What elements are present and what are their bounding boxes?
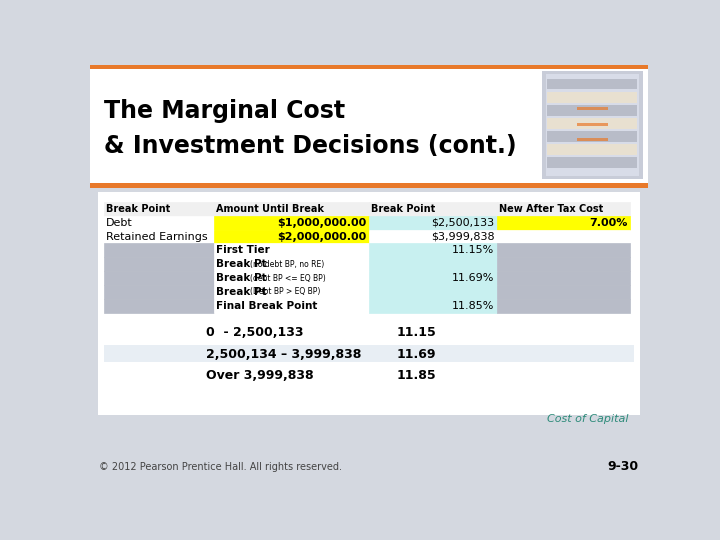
Bar xyxy=(542,71,642,179)
Bar xyxy=(497,285,630,299)
Bar xyxy=(369,230,497,244)
Bar xyxy=(547,92,637,103)
Text: 2,500,134 – 3,999,838: 2,500,134 – 3,999,838 xyxy=(206,348,361,361)
Text: New After Tax Cost: New After Tax Cost xyxy=(499,204,603,214)
Bar xyxy=(547,157,637,168)
Bar xyxy=(497,299,630,313)
Bar xyxy=(577,123,608,126)
Text: Break Point: Break Point xyxy=(372,204,436,214)
Bar xyxy=(214,244,369,257)
Text: Break Pt: Break Pt xyxy=(216,259,267,269)
Bar xyxy=(214,299,369,313)
Bar xyxy=(90,65,648,70)
Text: 7.00%: 7.00% xyxy=(590,218,628,228)
Bar xyxy=(104,285,214,299)
Bar xyxy=(369,244,497,257)
Text: Break Point: Break Point xyxy=(107,204,171,214)
Bar xyxy=(369,257,497,271)
Bar xyxy=(369,285,497,299)
Text: First Tier: First Tier xyxy=(216,245,270,255)
Bar xyxy=(369,202,497,215)
Text: 0  - 2,500,133: 0 - 2,500,133 xyxy=(206,326,304,339)
Text: 11.85%: 11.85% xyxy=(452,301,495,311)
Text: Break Pt: Break Pt xyxy=(216,287,267,297)
Text: (no debt BP, no RE): (no debt BP, no RE) xyxy=(250,260,324,269)
Bar xyxy=(104,257,214,271)
Bar xyxy=(214,271,369,285)
Text: Cost of Capital: Cost of Capital xyxy=(547,414,629,424)
Bar xyxy=(104,299,214,313)
Text: 11.15%: 11.15% xyxy=(452,245,495,255)
Bar xyxy=(104,345,634,362)
Bar xyxy=(214,202,369,215)
Text: 11.15: 11.15 xyxy=(396,326,436,339)
Bar xyxy=(104,215,214,230)
Bar xyxy=(104,271,214,285)
Bar xyxy=(98,192,640,415)
Bar xyxy=(90,450,648,481)
Bar xyxy=(497,215,630,230)
Text: $3,999,838: $3,999,838 xyxy=(431,232,495,241)
Bar xyxy=(497,202,630,215)
Bar xyxy=(547,131,637,142)
Bar xyxy=(547,79,637,90)
Bar xyxy=(104,202,214,215)
Bar xyxy=(214,230,369,244)
Bar xyxy=(90,70,648,184)
Text: & Investment Decisions (cont.): & Investment Decisions (cont.) xyxy=(104,134,516,158)
Bar xyxy=(497,271,630,285)
Text: $2,500,133: $2,500,133 xyxy=(431,218,495,228)
Bar xyxy=(104,230,214,244)
Text: $1,000,000.00: $1,000,000.00 xyxy=(277,218,366,228)
Text: Over 3,999,838: Over 3,999,838 xyxy=(206,369,314,382)
Text: The Marginal Cost: The Marginal Cost xyxy=(104,99,345,123)
Text: (Debt BP > EQ BP): (Debt BP > EQ BP) xyxy=(250,287,320,296)
Bar xyxy=(369,271,497,285)
Text: © 2012 Pearson Prentice Hall. All rights reserved.: © 2012 Pearson Prentice Hall. All rights… xyxy=(99,462,342,472)
Bar xyxy=(547,105,637,116)
Bar xyxy=(369,299,497,313)
Bar xyxy=(214,257,369,271)
Bar xyxy=(369,215,497,230)
Bar xyxy=(90,184,648,188)
Bar xyxy=(546,74,639,176)
Text: 11.85: 11.85 xyxy=(396,369,436,382)
Bar xyxy=(577,107,608,110)
Text: 11.69: 11.69 xyxy=(396,348,436,361)
Bar xyxy=(104,244,214,257)
Text: Break Pt: Break Pt xyxy=(216,273,267,283)
Bar xyxy=(497,257,630,271)
Bar xyxy=(214,215,369,230)
Bar xyxy=(547,118,637,129)
Text: 9-30: 9-30 xyxy=(608,460,639,473)
Bar xyxy=(497,230,630,244)
Text: (debt BP <= EQ BP): (debt BP <= EQ BP) xyxy=(250,274,325,282)
Bar xyxy=(577,138,608,141)
Bar xyxy=(547,144,637,155)
Bar xyxy=(214,285,369,299)
Text: Amount Until Break: Amount Until Break xyxy=(216,204,324,214)
Bar xyxy=(497,244,630,257)
Text: Debt: Debt xyxy=(107,218,133,228)
Text: $2,000,000.00: $2,000,000.00 xyxy=(277,232,366,241)
Text: Retained Earnings: Retained Earnings xyxy=(107,232,208,241)
Text: 11.69%: 11.69% xyxy=(452,273,495,283)
Text: Final Break Point: Final Break Point xyxy=(216,301,318,311)
